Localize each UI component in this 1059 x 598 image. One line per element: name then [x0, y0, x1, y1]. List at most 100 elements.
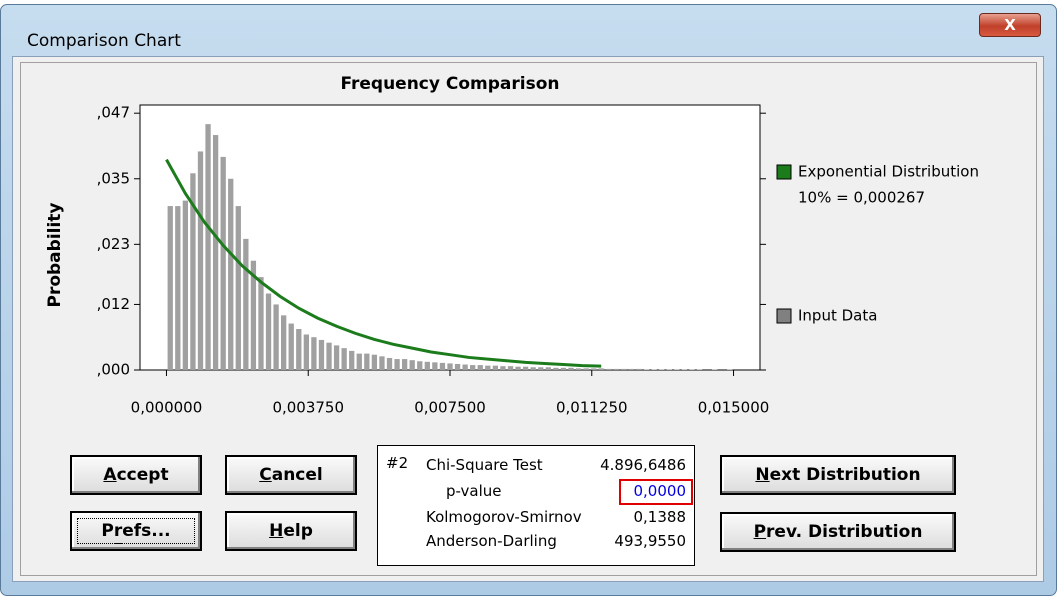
histogram-bar [643, 369, 650, 370]
histogram-bar [250, 260, 257, 370]
histogram-bar [696, 369, 703, 370]
histogram-bar [432, 362, 438, 370]
stat-value: 0,0000 [633, 482, 687, 500]
histogram-bar [575, 368, 582, 370]
y-tick-label: ,012 [97, 295, 130, 313]
histogram-bar [500, 366, 506, 370]
histogram-bar [371, 354, 378, 370]
button-label: Help [269, 521, 313, 541]
histogram-bar [212, 135, 219, 370]
histogram-bar [636, 368, 642, 370]
stat-value: 493,9550 [614, 532, 686, 550]
highlight-box [619, 479, 693, 505]
prefs-button[interactable]: Prefs... [70, 511, 202, 551]
histogram-bar [417, 361, 423, 370]
histogram-bar [568, 367, 574, 370]
close-button[interactable]: X [979, 13, 1041, 37]
histogram-bar [538, 367, 544, 370]
histogram-bar [477, 365, 483, 370]
histogram-bar [243, 238, 249, 370]
histogram-bar [689, 369, 695, 370]
histogram-bar [553, 367, 559, 370]
stat-label: Chi-Square Test [426, 456, 543, 474]
histogram-bar [545, 367, 551, 370]
histogram-bar [439, 362, 446, 370]
chart-title: Frequency Comparison [340, 74, 559, 94]
histogram-bar [613, 368, 619, 370]
histogram-bar [560, 367, 567, 370]
distribution-line [165, 158, 602, 368]
histogram-bar [265, 293, 272, 370]
histogram-bar [281, 315, 287, 370]
y-tick-label: ,000 [97, 361, 130, 379]
histogram-bar [462, 364, 468, 370]
histogram-bar [674, 369, 680, 370]
histogram-bar [379, 356, 385, 370]
underline [115, 543, 123, 544]
histogram-bar [515, 366, 521, 370]
histogram-bar [386, 357, 393, 370]
histogram-bar [711, 369, 718, 370]
histogram-bar [197, 151, 204, 370]
histogram-bar [333, 345, 340, 370]
histogram-bar [424, 361, 430, 370]
stats-id: #2 [386, 454, 409, 472]
histogram-bar [349, 350, 355, 370]
histogram-bar [727, 369, 733, 370]
histogram-bar [356, 353, 362, 370]
legend-label: Input Data [798, 307, 877, 325]
histogram-bar [182, 200, 189, 370]
histogram-bar [394, 359, 400, 370]
next-distribution-button[interactable]: Next Distribution [720, 455, 956, 495]
x-tick-label: 0,015000 [698, 399, 770, 417]
histogram-bar [447, 363, 453, 370]
button-label: Next Distribution [755, 465, 921, 485]
button-label: Prefs... [101, 521, 171, 541]
histogram-bar [190, 173, 196, 370]
histogram-bar [167, 206, 173, 370]
stat-label: p-value [446, 482, 502, 500]
stat-value: 0,1388 [633, 508, 687, 526]
chart: Frequency Comparison Probability ,000 ,01… [45, 74, 979, 417]
y-tick-label: ,047 [97, 104, 130, 122]
x-tick-label: 0,011250 [556, 399, 628, 417]
histogram-bar [454, 363, 461, 370]
y-tick-label: ,023 [97, 235, 130, 253]
histogram-bar [273, 304, 279, 370]
histogram-bar [651, 369, 657, 370]
histogram-bar [228, 178, 234, 370]
button-label: Prev. Distribution [753, 522, 923, 542]
y-tick-label: ,035 [97, 169, 130, 187]
legend-annotation: 10% = 0,000267 [798, 189, 925, 207]
x-tick-label: 0,000000 [131, 399, 203, 417]
prev-distribution-button[interactable]: Prev. Distribution [720, 512, 956, 552]
histogram-bar [591, 368, 597, 370]
histogram-bar [175, 206, 181, 370]
x-tick-label: 0,003750 [272, 399, 344, 417]
histogram-bar [288, 323, 294, 370]
histogram-bar [296, 329, 302, 370]
histogram-bar [470, 365, 476, 370]
histogram-bar [666, 369, 672, 370]
cancel-button[interactable]: Cancel [225, 455, 357, 495]
legend-swatch [776, 164, 792, 180]
histogram-bar [598, 368, 604, 370]
histogram-bar [485, 365, 491, 370]
histogram-bar [311, 337, 317, 370]
group-box [20, 62, 1037, 576]
button-label: Cancel [259, 465, 323, 485]
help-button[interactable]: Help [225, 511, 357, 551]
histogram-bar [659, 369, 665, 370]
button-label: Accept [103, 465, 169, 485]
stat-label: Anderson-Darling [426, 532, 557, 550]
accept-button[interactable]: Accept [70, 455, 202, 495]
histogram-bar [235, 206, 241, 370]
histogram-bar [205, 124, 211, 370]
histogram-bar [326, 342, 332, 370]
histogram-bar [364, 353, 370, 370]
histogram-bar [628, 368, 635, 370]
stat-value: 4.896,6486 [600, 456, 686, 474]
y-axis-label: Probability [45, 202, 65, 307]
stats-box: #2 Chi-Square Test 4.896,6486 p-value 0,… [377, 445, 695, 566]
